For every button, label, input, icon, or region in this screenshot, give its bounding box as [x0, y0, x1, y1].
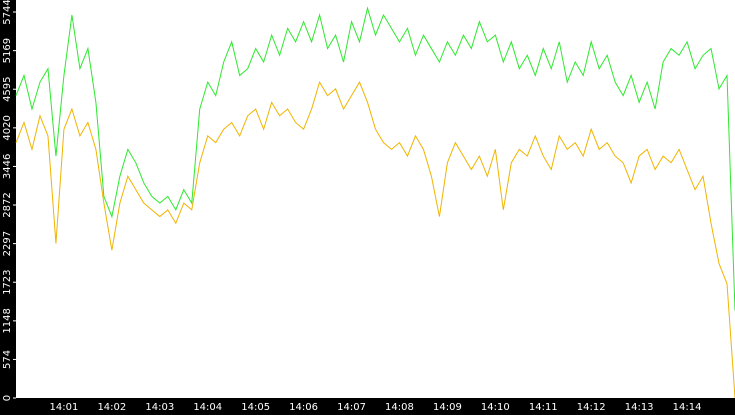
series-line: [15, 80, 735, 399]
x-tick-label: 14:14: [673, 402, 702, 413]
x-tick-label: 14:09: [433, 402, 462, 413]
y-tick-label: 3446: [2, 154, 13, 179]
x-tick-label: 14:02: [97, 402, 126, 413]
x-tick-label: 14:06: [289, 402, 318, 413]
x-tick-label: 14:04: [193, 402, 222, 413]
x-tick-label: 14:12: [577, 402, 606, 413]
y-tick-label: 2297: [2, 231, 13, 256]
series-line: [15, 6, 735, 311]
y-tick-label: 5744: [2, 0, 13, 25]
y-tick-label: 0: [2, 395, 13, 401]
y-tick-label: 574: [2, 350, 13, 369]
x-tick-label: 14:07: [337, 402, 366, 413]
x-tick-label: 14:08: [385, 402, 414, 413]
y-tick-label: 2872: [2, 192, 13, 217]
y-axis-strip: [0, 0, 16, 415]
x-tick-label: 14:05: [241, 402, 270, 413]
x-tick-label: 14:03: [145, 402, 174, 413]
x-tick-label: 14:01: [50, 402, 79, 413]
y-tick-label: 5169: [2, 38, 13, 63]
y-tick-label: 1148: [2, 308, 13, 333]
x-tick-label: 14:10: [481, 402, 510, 413]
x-tick-label: 14:13: [625, 402, 654, 413]
x-axis-strip: [0, 398, 735, 415]
y-tick-label: 1723: [2, 269, 13, 294]
x-tick-label: 14:11: [529, 402, 558, 413]
y-tick-label: 4595: [2, 76, 13, 101]
y-tick-label: 4020: [2, 115, 13, 140]
